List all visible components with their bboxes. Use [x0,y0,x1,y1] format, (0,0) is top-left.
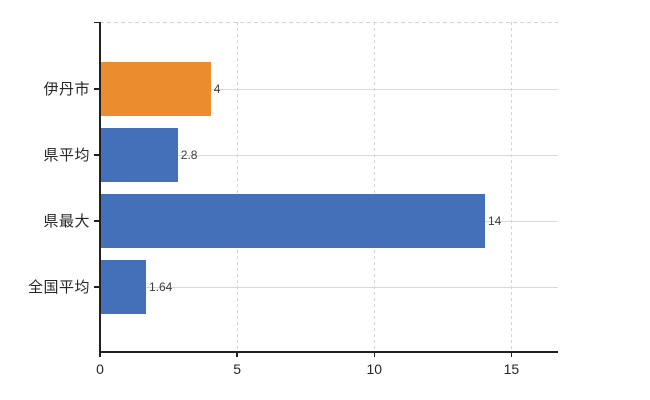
x-axis-tick-label: 10 [366,361,383,377]
bar-value-label: 1.64 [148,280,173,294]
y-axis-line [99,22,101,353]
x-axis-tick-label: 15 [503,361,520,377]
bar-value-label: 14 [487,214,502,228]
vertical-gridline [511,22,513,352]
bar [101,62,211,116]
bar [101,128,178,182]
horizontal-gridline [100,88,558,90]
plot-top-border [100,22,558,23]
bar [101,194,485,248]
category-label: 伊丹市 [43,81,90,99]
bar [101,260,146,314]
bar-value-label: 2.8 [180,148,198,162]
vertical-gridline [374,22,376,352]
y-axis-tick [93,220,100,222]
horizontal-gridline [100,286,558,288]
category-label: 全国平均 [27,279,90,297]
x-axis-tick-label: 5 [233,361,242,377]
category-label: 県平均 [43,147,90,165]
category-label: 県最大 [43,213,90,231]
x-axis-tick-label: 0 [96,361,104,377]
y-axis-tick [93,286,100,288]
x-axis-line [99,351,559,353]
x-axis-tick [236,352,238,357]
bar-value-label: 4 [213,82,221,96]
x-axis-tick [373,352,375,357]
y-axis-tick [93,88,100,90]
vertical-gridline [237,22,239,352]
y-axis-tick [93,154,100,156]
x-axis-tick [99,352,101,357]
y-axis-top-tick [93,21,100,23]
x-axis-tick [510,352,513,357]
horizontal-gridline [100,154,558,156]
